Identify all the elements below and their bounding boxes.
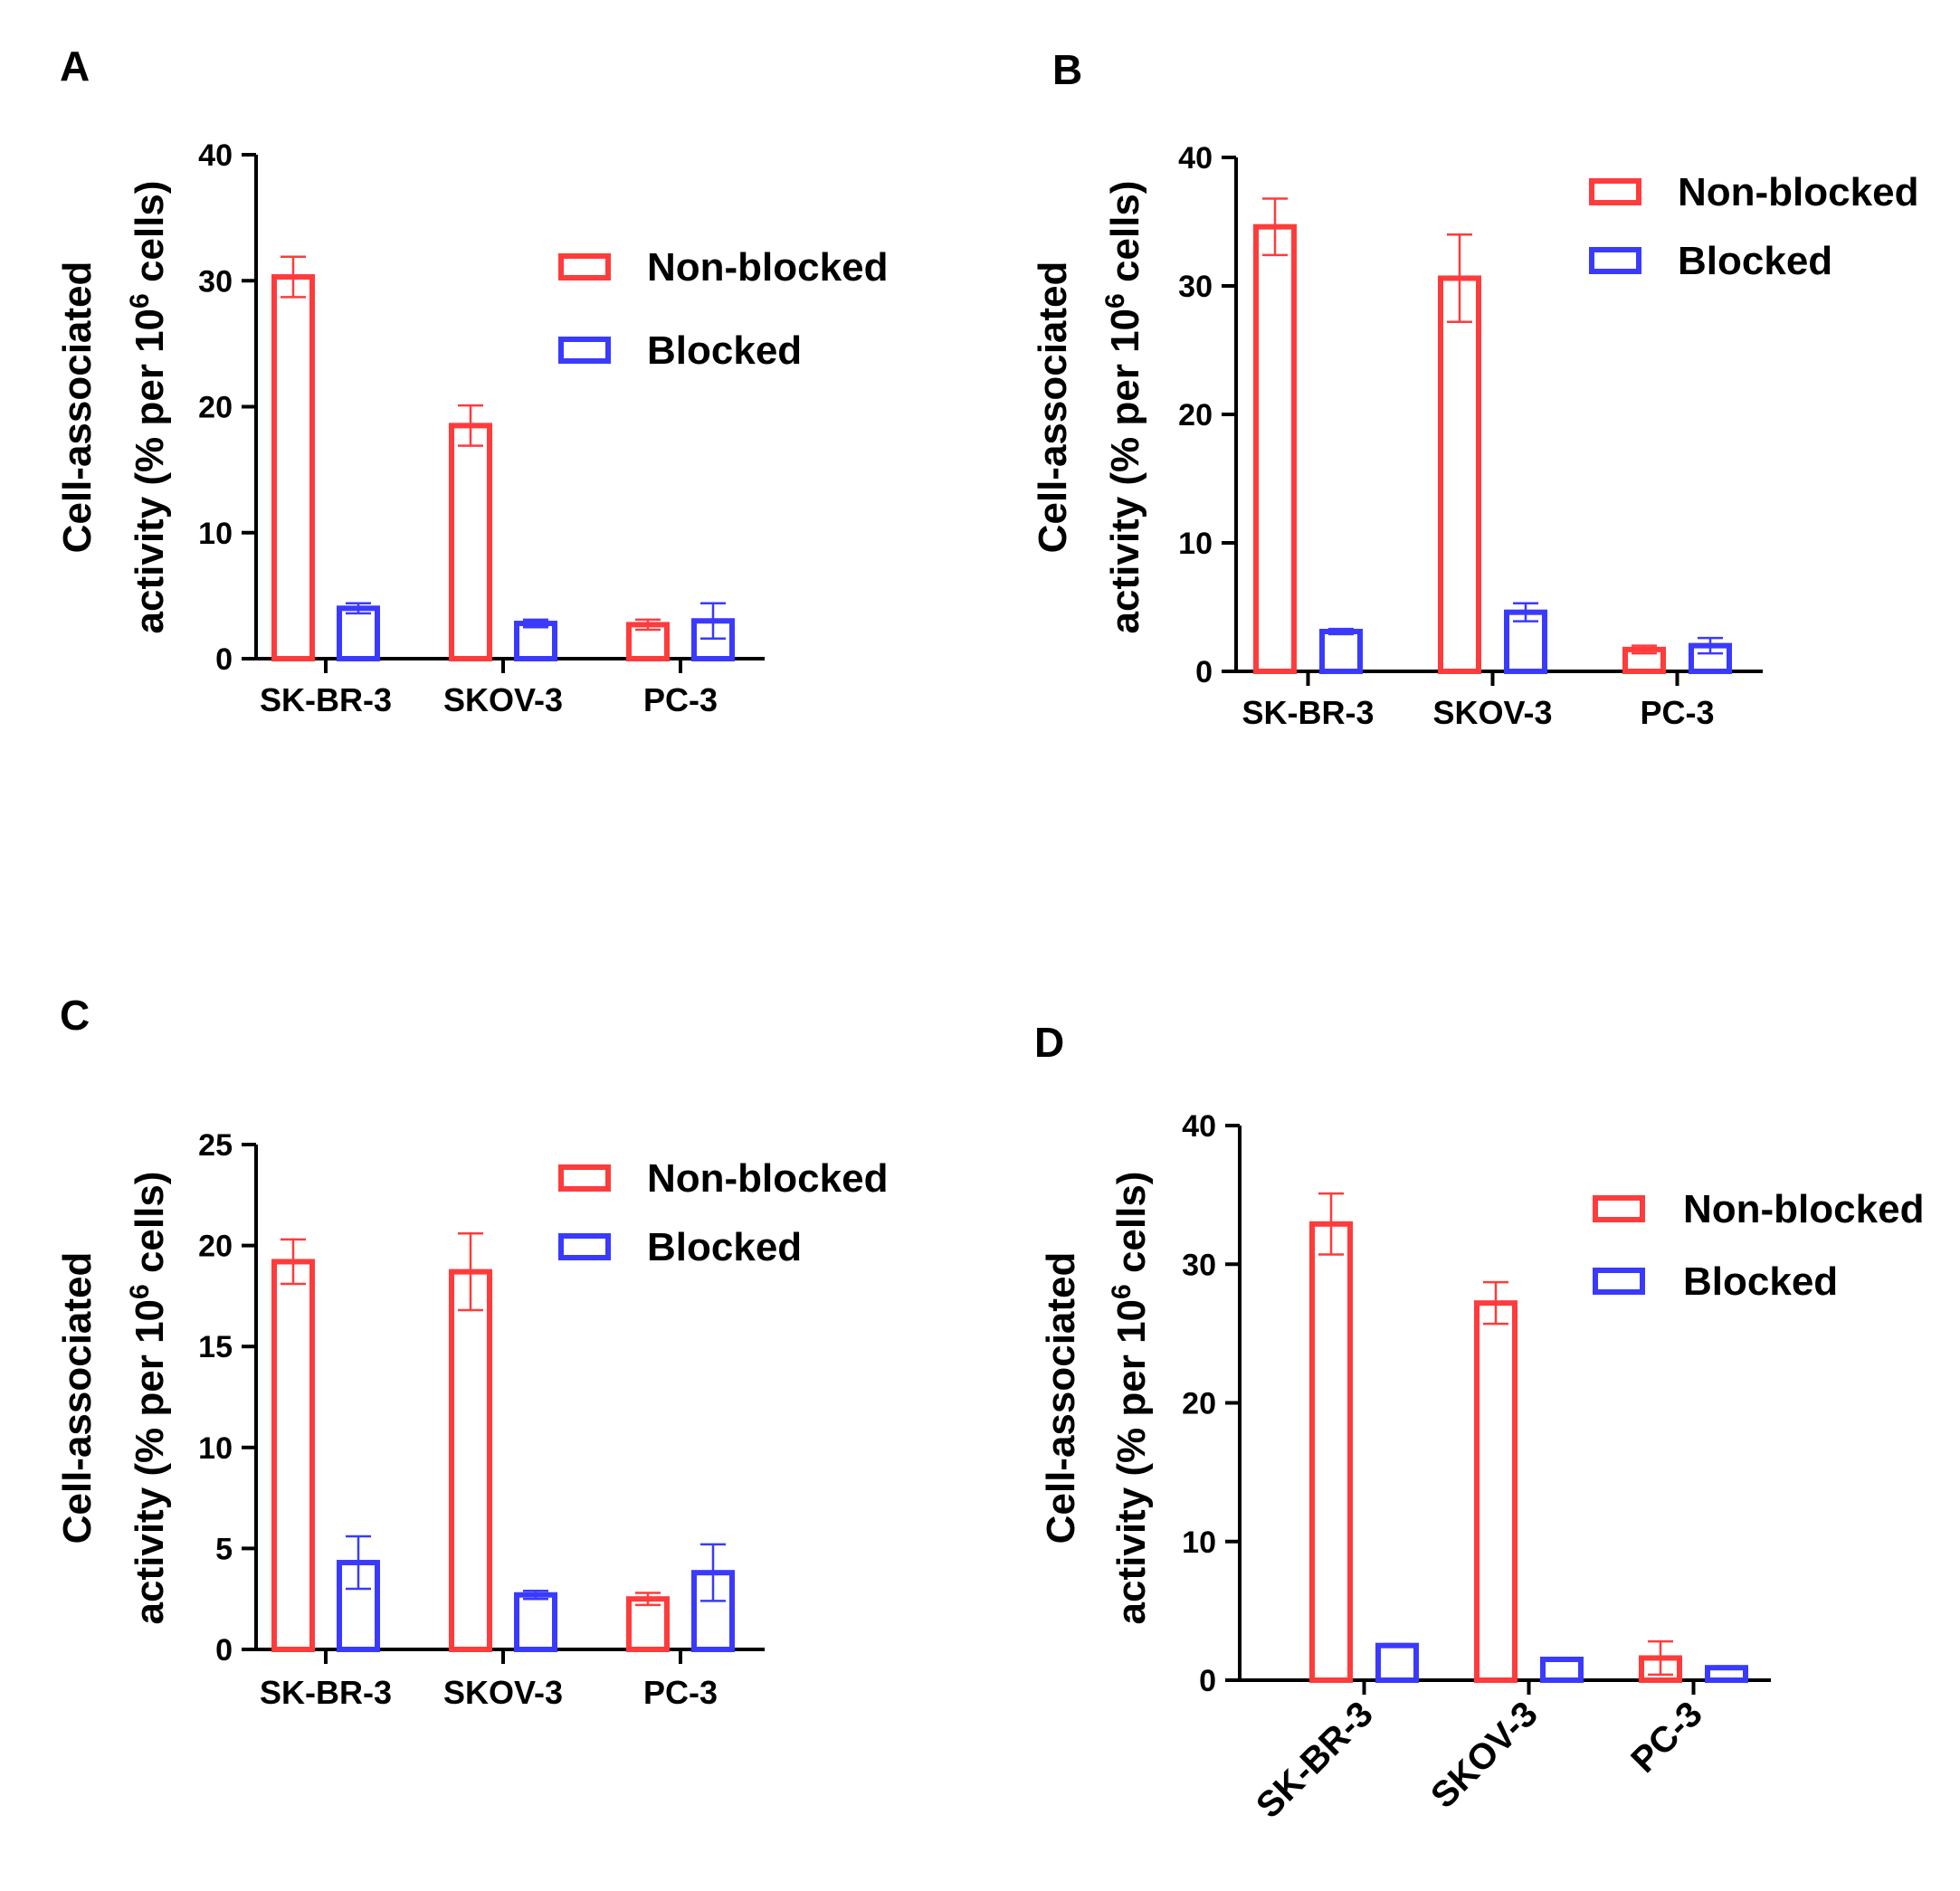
panel-b: B 0 10 20 30 40 SK-BR-3 SKOV-3 PC-3 Cell-associa… (980, 0, 1960, 946)
bar-non-blocked (1253, 223, 1297, 674)
y-tick-label: 10 (1178, 527, 1213, 561)
bar-non-blocked (1309, 1221, 1353, 1683)
y-tick-label: 15 (198, 1330, 233, 1364)
y-tick-label: 20 (198, 391, 233, 425)
legend-label: Blocked (1683, 1259, 1838, 1304)
bar-blocked (1540, 1657, 1584, 1684)
bar-blocked (514, 621, 557, 662)
panel-d: D 0 10 20 30 40 SK-BR-3 SKOV-3 PC-3 Cell-associa… (980, 946, 1960, 1891)
x-tick-label: SKOV-3 (443, 1674, 563, 1711)
x-tick-label: SK-BR-3 (260, 681, 392, 718)
panel-label: A (60, 43, 90, 90)
x-tick-label: PC-3 (1640, 694, 1714, 731)
y-tick-label: 30 (1178, 270, 1213, 304)
panel-label: B (1052, 46, 1083, 93)
x-tick-label: SKOV-3 (1432, 694, 1552, 731)
bar-non-blocked (449, 423, 492, 661)
x-tick-label: SK-BR-3 (1242, 694, 1374, 731)
y-tick-label: 0 (215, 642, 233, 677)
y-tick-label: 5 (215, 1532, 233, 1566)
legend-label: Blocked (647, 1225, 802, 1269)
legend-swatch (1589, 247, 1641, 274)
panel-a: A 0 10 20 30 40 SK-BR-3 SKOV-3 PC-3 Cell-associa… (0, 0, 980, 946)
bar-non-blocked (1438, 275, 1481, 674)
x-tick-label: SKOV-3 (443, 681, 563, 718)
bar-blocked (514, 1592, 557, 1653)
x-tick-label: PC-3 (643, 681, 718, 718)
panel-c: C 0 5 10 15 20 25 SK-BR-3 SKOV-3 PC-3 Cell-associ… (0, 946, 980, 1891)
legend-label: Non-blocked (1678, 170, 1918, 214)
y-axis-label: Cell-associated (55, 1252, 100, 1544)
x-tick-label: SKOV-3 (1423, 1694, 1546, 1816)
bar-blocked (1319, 628, 1363, 674)
y-tick-label: 0 (215, 1633, 233, 1668)
legend-swatch (558, 253, 611, 280)
legend-label: Non-blocked (647, 245, 888, 290)
y-tick-label: 20 (1178, 398, 1213, 432)
x-tick-label: PC-3 (1623, 1694, 1710, 1781)
legend-swatch (558, 1233, 611, 1260)
y-tick-label: 10 (198, 1431, 233, 1466)
y-tick-label: 20 (198, 1230, 233, 1264)
chart-d: 0 10 20 30 40 SK-BR-3 SKOV-3 PC-3 Cell-associate… (1039, 1109, 1924, 1826)
legend-label: Non-blocked (1683, 1187, 1924, 1231)
y-axis-label: Cell-associated (1039, 1252, 1083, 1544)
y-tick-label: 0 (1195, 655, 1213, 689)
x-tick-label: SK-BR-3 (260, 1674, 392, 1711)
legend-swatch (1593, 1195, 1645, 1222)
y-tick-label: 25 (198, 1128, 233, 1163)
bar-blocked (337, 605, 380, 661)
legend-swatch (1593, 1268, 1645, 1295)
panel-label: D (1034, 1019, 1065, 1066)
y-tick-label: 20 (1182, 1387, 1216, 1421)
y-tick-label: 40 (1178, 141, 1213, 176)
y-tick-label: 0 (1199, 1664, 1216, 1698)
legend-label: Blocked (1678, 239, 1832, 283)
y-axis-label: Cell-associated (55, 261, 100, 554)
legend-label: Blocked (647, 328, 802, 373)
bar-non-blocked (271, 274, 315, 661)
y-tick-label: 40 (1182, 1109, 1216, 1144)
y-tick-label: 10 (198, 517, 233, 551)
y-axis-label: activity (% per 106 cells) (125, 181, 173, 634)
chart-c: 0 5 10 15 20 25 SK-BR-3 SKOV-3 PC-3 Cell-associat… (55, 1128, 888, 1711)
y-tick-label: 30 (198, 264, 233, 299)
bar-non-blocked (1474, 1300, 1518, 1683)
x-tick-label: PC-3 (643, 1674, 718, 1711)
legend-label: Non-blocked (647, 1156, 888, 1201)
legend-swatch (1589, 178, 1641, 205)
legend-swatch (558, 337, 611, 364)
y-axis-label: activity (% per 106 cells) (1100, 181, 1148, 634)
bar-blocked (1375, 1642, 1419, 1683)
legend-swatch (558, 1164, 611, 1192)
y-axis-label: Cell-associated (1031, 261, 1075, 554)
y-tick-label: 10 (1182, 1525, 1216, 1560)
bar-non-blocked (271, 1259, 315, 1652)
chart-b: 0 10 20 30 40 SK-BR-3 SKOV-3 PC-3 Cell-associate… (1031, 141, 1918, 731)
chart-a: 0 10 20 30 40 SK-BR-3 SKOV-3 PC-3 Cell-associate… (55, 138, 888, 718)
bar-non-blocked (626, 1596, 670, 1653)
panel-label: C (60, 992, 90, 1039)
y-axis-label: activity (% per 106 cells) (1107, 1172, 1155, 1625)
y-axis-label: activity (% per 106 cells) (125, 1172, 173, 1625)
bar-non-blocked (449, 1269, 492, 1652)
y-tick-label: 30 (1182, 1248, 1216, 1282)
x-tick-label: SK-BR-3 (1249, 1694, 1381, 1826)
y-tick-label: 40 (198, 138, 233, 173)
